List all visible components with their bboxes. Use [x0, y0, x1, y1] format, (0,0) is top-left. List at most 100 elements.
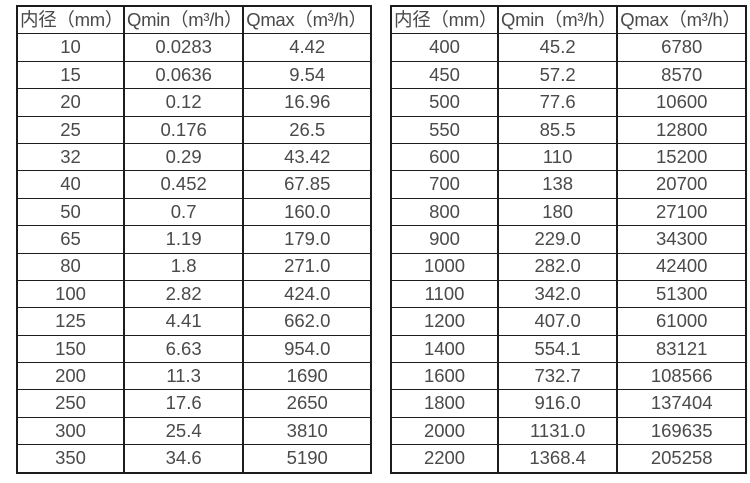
table-row: 20 0.12 16.96 [15, 88, 373, 117]
table-cell: 25 [15, 115, 126, 144]
header-qmin: Qmin（m³/h） [497, 5, 619, 35]
table-cell: 2.82 [123, 279, 245, 309]
table-cell: 42400 [616, 252, 748, 281]
table-cell: 0.0283 [123, 33, 245, 62]
header-qmax: Qmax（m³/h） [616, 5, 748, 35]
table-cell: 342.0 [497, 279, 619, 309]
table-cell: 700 [389, 170, 500, 199]
table-row: 150 6.63 954.0 [15, 334, 373, 364]
table-cell: 45.2 [497, 33, 619, 62]
table-row: 800 180 27100 [389, 197, 748, 227]
table-cell: 8570 [616, 60, 748, 90]
table-cell: 271.0 [242, 252, 373, 281]
table-cell: 138 [497, 170, 619, 199]
table-cell: 229.0 [497, 225, 619, 254]
table-cell: 916.0 [497, 389, 619, 418]
table-cell: 2000 [389, 416, 500, 446]
table-cell: 25.4 [123, 416, 245, 446]
table-cell: 40 [15, 170, 126, 199]
table-row: 1200 407.0 61000 [389, 307, 748, 336]
table-row: 300 25.4 3810 [15, 416, 373, 446]
table-row: 350 34.6 5190 [15, 444, 373, 474]
table-row: 400 45.2 6780 [389, 33, 748, 62]
table-row: 450 57.2 8570 [389, 60, 748, 90]
table-cell: 900 [389, 225, 500, 254]
table-cell: 179.0 [242, 225, 373, 254]
table-cell: 800 [389, 197, 500, 227]
header-qmin: Qmin（m³/h） [123, 5, 245, 35]
table-cell: 250 [15, 389, 126, 418]
table-cell: 11.3 [123, 362, 245, 391]
table-header-row: 内径（mm） Qmin（m³/h） Qmax（m³/h） [389, 5, 748, 35]
table-row: 1000 282.0 42400 [389, 252, 748, 281]
table-cell: 169635 [616, 416, 748, 446]
table-cell: 9.54 [242, 60, 373, 90]
table-row: 2200 1368.4 205258 [389, 444, 748, 474]
table-cell: 4.42 [242, 33, 373, 62]
flow-table-small-diameters-container: 内径（mm） Qmin（m³/h） Qmax（m³/h） 10 0.0283 4.4… [15, 5, 373, 474]
table-cell: 0.452 [123, 170, 245, 199]
table-row: 550 85.5 12800 [389, 115, 748, 144]
table-cell: 12800 [616, 115, 748, 144]
table-row: 1800 916.0 137404 [389, 389, 748, 418]
table-cell: 1131.0 [497, 416, 619, 446]
table-row: 250 17.6 2650 [15, 389, 373, 418]
table-cell: 0.12 [123, 88, 245, 117]
table-cell: 662.0 [242, 307, 373, 336]
table-cell: 80 [15, 252, 126, 281]
table-cell: 400 [389, 33, 500, 62]
table-row: 1400 554.1 83121 [389, 334, 748, 364]
table-cell: 282.0 [497, 252, 619, 281]
table-cell: 4.41 [123, 307, 245, 336]
table-cell: 34.6 [123, 444, 245, 474]
table-row: 600 110 15200 [389, 142, 748, 172]
flow-table-large-diameters: 内径（mm） Qmin（m³/h） Qmax（m³/h） 400 45.2 6780… [389, 5, 748, 474]
table-cell: 550 [389, 115, 500, 144]
table-row: 125 4.41 662.0 [15, 307, 373, 336]
table-cell: 0.0636 [123, 60, 245, 90]
table-row: 32 0.29 43.42 [15, 142, 373, 172]
table-cell: 51300 [616, 279, 748, 309]
table-cell: 2650 [242, 389, 373, 418]
table-cell: 424.0 [242, 279, 373, 309]
table-cell: 1400 [389, 334, 500, 364]
table-cell: 26.5 [242, 115, 373, 144]
table-cell: 3810 [242, 416, 373, 446]
table-cell: 10600 [616, 88, 748, 117]
table-cell: 15 [15, 60, 126, 90]
table-cell: 20 [15, 88, 126, 117]
table-cell: 1600 [389, 362, 500, 391]
table-cell: 15200 [616, 142, 748, 172]
table-cell: 1000 [389, 252, 500, 281]
table-row: 10 0.0283 4.42 [15, 33, 373, 62]
table-cell: 150 [15, 334, 126, 364]
table-cell: 43.42 [242, 142, 373, 172]
table-row: 900 229.0 34300 [389, 225, 748, 254]
table-cell: 125 [15, 307, 126, 336]
table-row: 700 138 20700 [389, 170, 748, 199]
table-cell: 57.2 [497, 60, 619, 90]
table-cell: 20700 [616, 170, 748, 199]
table-row: 80 1.8 271.0 [15, 252, 373, 281]
table-cell: 1690 [242, 362, 373, 391]
table-cell: 67.85 [242, 170, 373, 199]
table-cell: 1200 [389, 307, 500, 336]
table-cell: 77.6 [497, 88, 619, 117]
table-cell: 160.0 [242, 197, 373, 227]
table-cell: 61000 [616, 307, 748, 336]
header-inner-diameter: 内径（mm） [15, 5, 126, 35]
table-cell: 1800 [389, 389, 500, 418]
table-cell: 180 [497, 197, 619, 227]
table-cell: 110 [497, 142, 619, 172]
table-cell: 600 [389, 142, 500, 172]
header-inner-diameter: 内径（mm） [389, 5, 500, 35]
table-cell: 0.176 [123, 115, 245, 144]
table-cell: 200 [15, 362, 126, 391]
table-row: 25 0.176 26.5 [15, 115, 373, 144]
table-row: 500 77.6 10600 [389, 88, 748, 117]
table-cell: 10 [15, 33, 126, 62]
table-cell: 1368.4 [497, 444, 619, 474]
table-cell: 205258 [616, 444, 748, 474]
flow-table-large-diameters-container: 内径（mm） Qmin（m³/h） Qmax（m³/h） 400 45.2 6780… [389, 5, 748, 474]
table-header-row: 内径（mm） Qmin（m³/h） Qmax（m³/h） [15, 5, 373, 35]
